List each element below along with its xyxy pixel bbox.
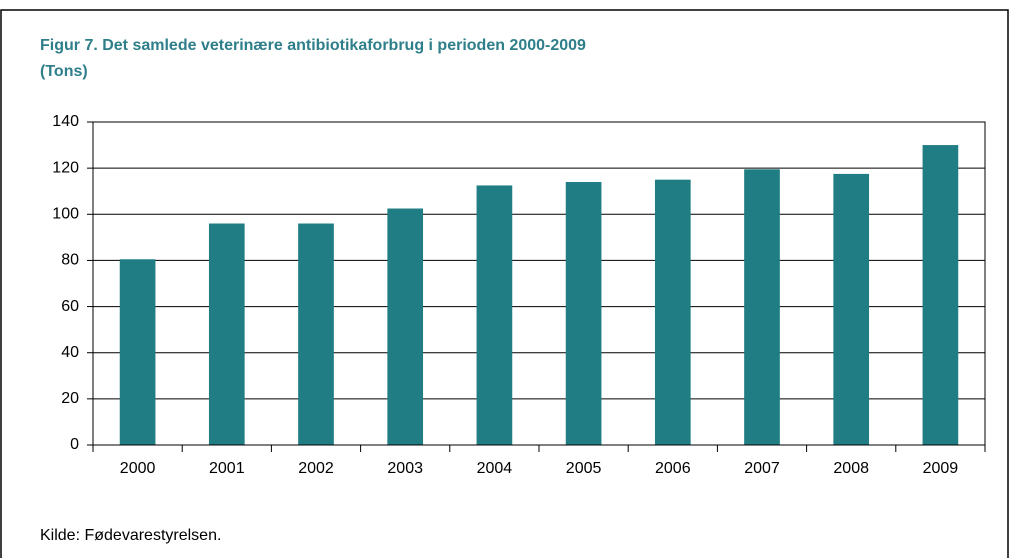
y-tick-label: 80: [61, 252, 79, 269]
source-note: Kilde: Fødevarestyrelsen.: [40, 527, 221, 544]
bar: [654, 179, 691, 445]
x-tick-label: 2005: [566, 460, 602, 477]
y-tick-label: 120: [52, 159, 79, 176]
chart-subtitle: (Tons): [40, 63, 88, 80]
bar: [208, 223, 245, 445]
chart-title: Figur 7. Det samlede veterinære antibiot…: [40, 37, 586, 54]
bar: [922, 145, 959, 446]
y-tick-label: 60: [61, 298, 79, 315]
bar: [833, 173, 870, 446]
x-tick-label: 2009: [923, 460, 959, 477]
x-tick-label: 2003: [387, 460, 423, 477]
x-tick-label: 2007: [744, 460, 780, 477]
y-tick-label: 140: [52, 113, 79, 130]
bar: [476, 185, 513, 446]
y-tick-label: 100: [52, 206, 79, 223]
bar: [387, 208, 424, 445]
y-tick-label: 20: [61, 390, 79, 407]
x-tick-label: 2000: [120, 460, 156, 477]
x-tick-label: 2004: [477, 460, 513, 477]
y-tick-label: 40: [61, 344, 79, 361]
x-tick-label: 2006: [655, 460, 691, 477]
bar: [119, 259, 156, 445]
bar: [744, 169, 780, 445]
frame: [0, 9, 1009, 558]
bar: [298, 223, 334, 445]
x-tick-label: 2008: [833, 460, 869, 477]
x-tick-label: 2002: [298, 460, 334, 477]
y-tick-label: 0: [70, 436, 79, 453]
x-tick-label: 2001: [209, 460, 245, 477]
bar: [565, 181, 602, 445]
